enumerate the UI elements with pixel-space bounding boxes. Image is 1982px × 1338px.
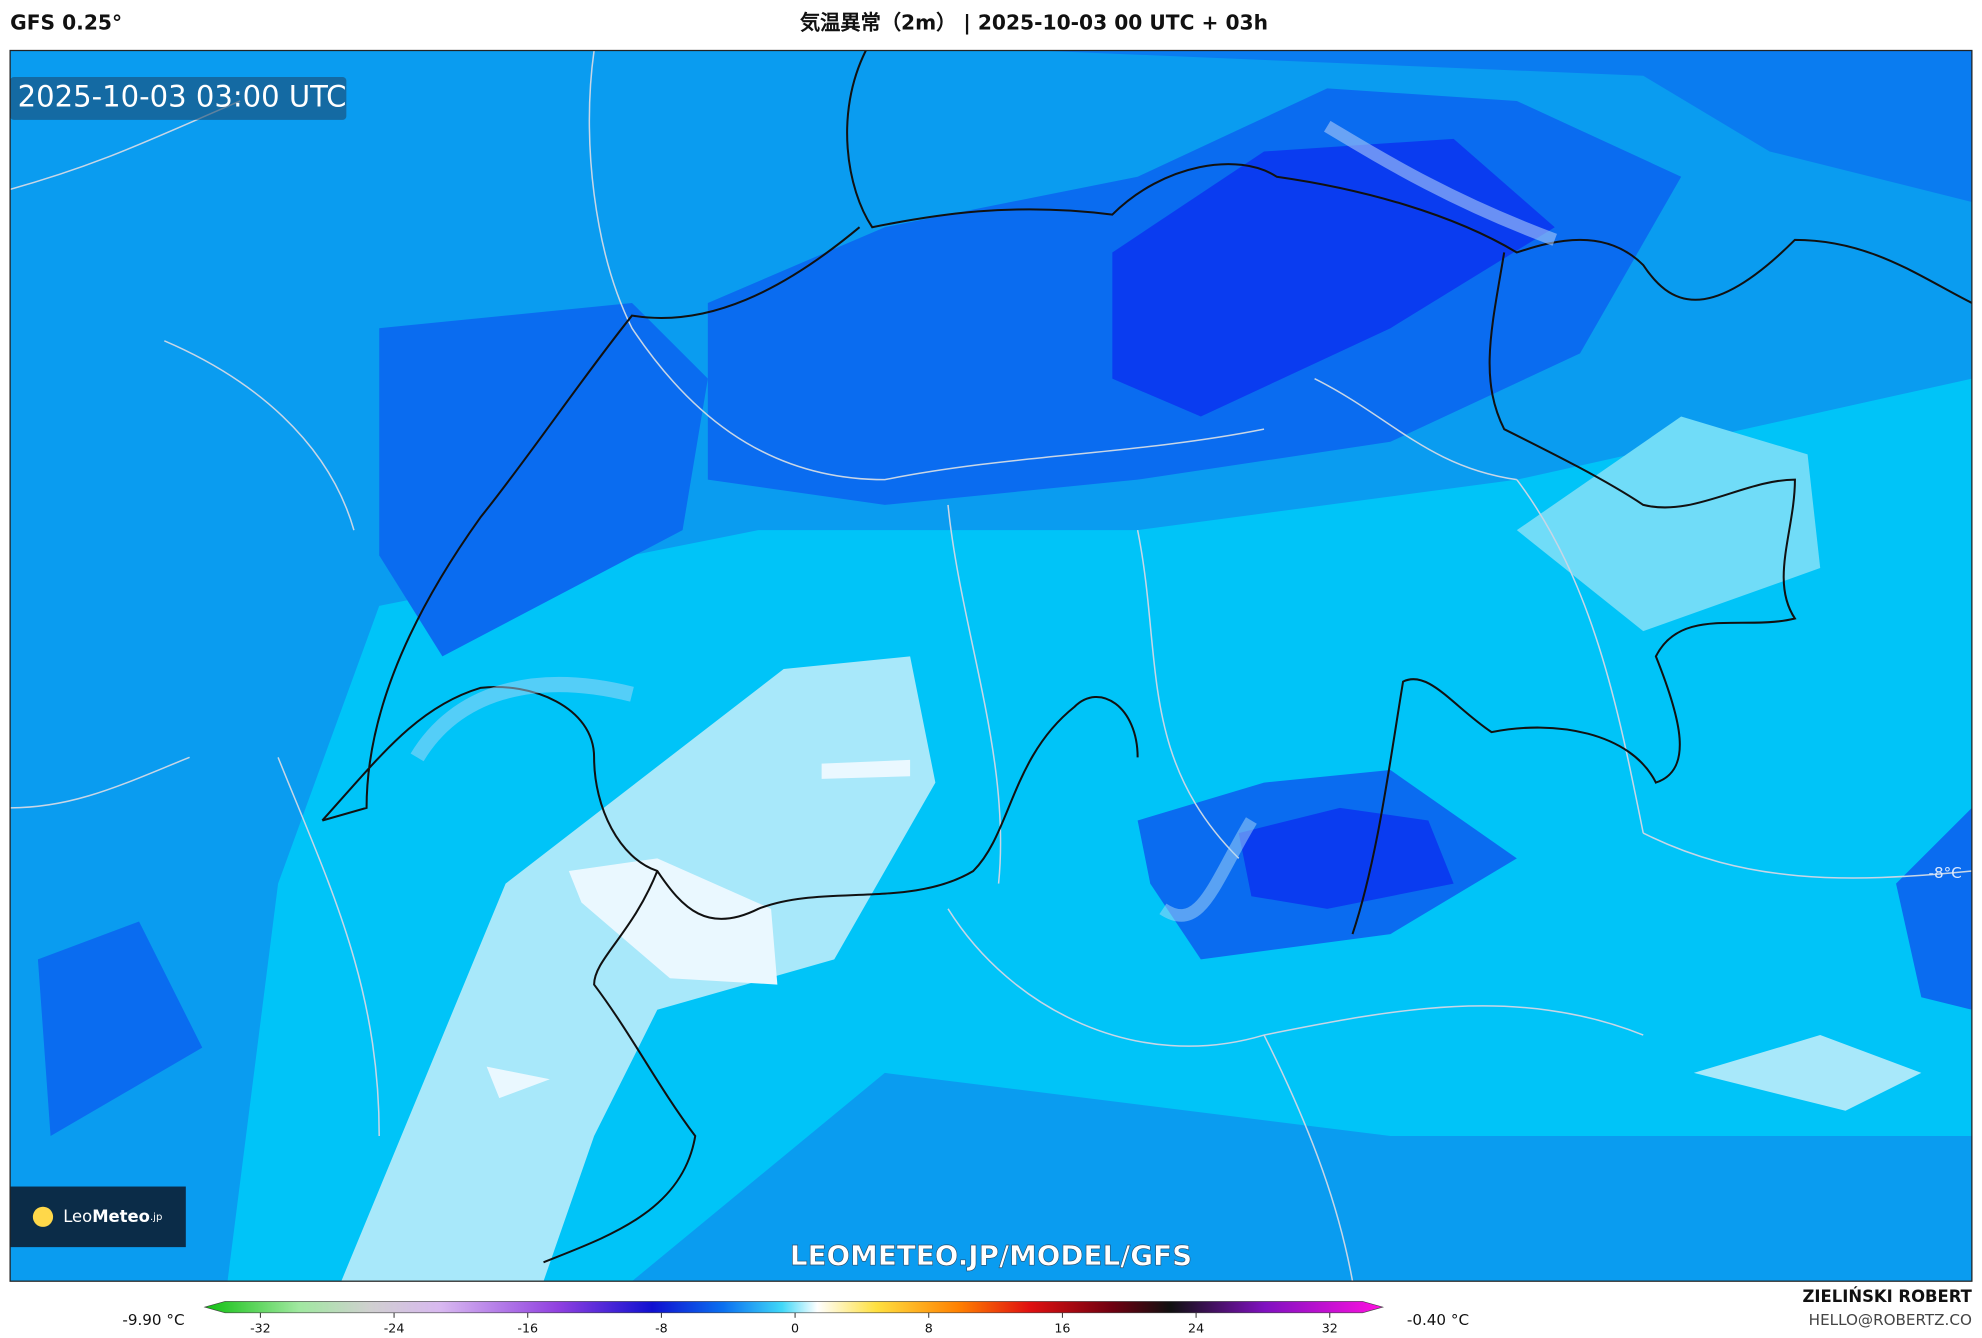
field xyxy=(568,858,778,985)
field xyxy=(1238,807,1454,909)
min-label: -9.90 °C xyxy=(122,1311,184,1329)
logo-sun xyxy=(32,1206,54,1227)
map: -8°C 2025-10-03 03:00 UTC LEOMETEO.JP/MO… xyxy=(10,50,1972,1282)
lake xyxy=(1323,120,1557,246)
valid-time: 2025-10-03 03:00 UTC xyxy=(18,79,347,113)
map-frame xyxy=(9,49,1973,1282)
field xyxy=(341,656,936,1282)
max-label: -0.40 °C xyxy=(1407,1311,1469,1329)
field xyxy=(379,302,708,657)
tick-label: -16 xyxy=(517,1321,538,1336)
tick-label: -8 xyxy=(655,1321,668,1336)
lake xyxy=(410,677,634,762)
field xyxy=(821,759,911,779)
lake xyxy=(1159,817,1257,922)
tick-label: 0 xyxy=(791,1321,799,1336)
field xyxy=(1516,416,1821,632)
field xyxy=(1693,1035,1922,1111)
field xyxy=(1112,138,1555,417)
tick-label: 32 xyxy=(1322,1321,1338,1336)
watermark: LEOMETEO.JP/MODEL/GFS xyxy=(790,1239,1192,1272)
colorbar-bar xyxy=(203,1301,1385,1314)
title: 気温異常（2m） | 2025-10-03 00 UTC + 03h xyxy=(800,10,1268,34)
tick-label: 16 xyxy=(1054,1321,1070,1336)
tick-label: -32 xyxy=(250,1321,271,1336)
contour-label: -8°C xyxy=(1929,864,1962,882)
colorbar: -9.90 °C -0.40 °C -32 -24 -16 -8 0 8 16 24 32 xyxy=(122,1301,1469,1336)
logo-suffix: .jp xyxy=(150,1212,162,1223)
time-box xyxy=(10,76,347,120)
logo-prefix: Leo xyxy=(63,1206,92,1225)
border xyxy=(10,50,1972,1282)
logo-name: Meteo xyxy=(92,1206,150,1225)
logo: LeoMeteo.jp xyxy=(63,1206,162,1225)
tick-label: 8 xyxy=(925,1321,933,1336)
field xyxy=(37,921,203,1137)
field xyxy=(1036,50,1972,202)
border xyxy=(321,50,1972,1264)
tick-label: -24 xyxy=(384,1321,405,1336)
field xyxy=(486,1066,550,1099)
tick-label: 24 xyxy=(1188,1321,1204,1336)
field xyxy=(1896,807,1972,1010)
model-label: GFS 0.25° xyxy=(10,10,122,34)
author: ZIELIŃSKI ROBERT xyxy=(1803,1287,1973,1306)
email: HELLO@ROBERTZ.CO xyxy=(1809,1311,1972,1329)
field xyxy=(227,378,1972,1282)
